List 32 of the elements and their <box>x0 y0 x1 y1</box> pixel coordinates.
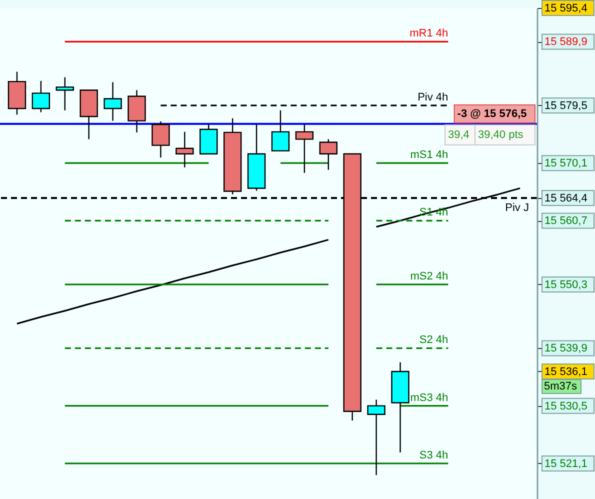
y-tick-label: 15 539,9 <box>544 342 588 355</box>
y-tick-label: 15 560,7 <box>544 215 588 228</box>
annotation: 39,40 pts <box>478 128 524 141</box>
series-label: mR1 4h <box>410 28 448 40</box>
candlestick <box>295 124 314 174</box>
candlestick <box>176 131 194 168</box>
y-tick-label: 15 530,5 <box>544 400 588 412</box>
series-label: S2 4h <box>419 334 448 346</box>
annotation: -3 @ 15 576,5 <box>457 108 527 120</box>
y-tick-label: 15 564,4 <box>544 192 588 205</box>
ref-line-label: Piv J <box>505 202 529 214</box>
y-tick-label: 15 570,1 <box>544 158 588 170</box>
y-tick-label: 15 595,4 <box>544 2 588 14</box>
series-label: S3 4h <box>419 449 448 462</box>
series-label: Piv 4h <box>418 91 448 104</box>
series-label: mS1 4h <box>410 149 448 162</box>
annotation: 39,4 <box>448 128 470 141</box>
candlestick <box>56 76 74 111</box>
candlestick <box>104 82 122 122</box>
y-tick-label: 15 579,5 <box>544 100 588 112</box>
candlestick <box>32 80 50 113</box>
y-tick-label: 15 589,9 <box>544 36 588 48</box>
candlestick <box>152 120 170 158</box>
y-tick-label: 15 536,1 <box>544 366 588 378</box>
y-tick-label: 15 550,3 <box>544 278 588 291</box>
series-label: mS3 4h <box>410 392 448 404</box>
candlestick <box>367 399 386 476</box>
candlestick <box>271 110 290 152</box>
y-tick-label: 15 521,1 <box>544 458 588 470</box>
series-label: mS2 4h <box>410 270 448 282</box>
text: 5m37s <box>544 380 578 392</box>
candlestick <box>319 138 338 170</box>
